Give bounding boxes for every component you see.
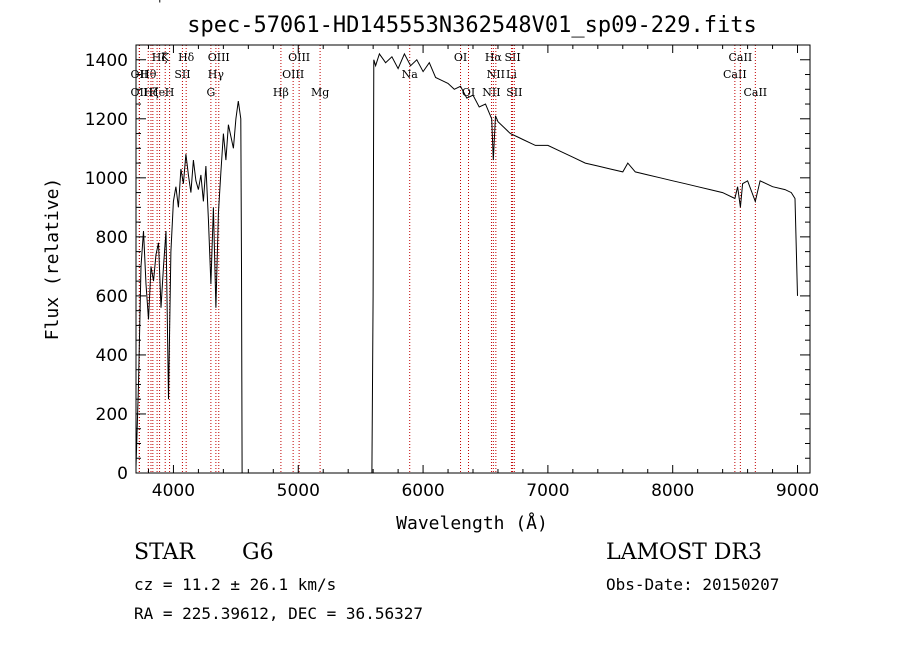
line-label-3: Hζ [152, 51, 168, 64]
x-axis-label: Wavelength (Å) [396, 512, 548, 534]
line-label-13: OIII [288, 51, 310, 64]
y-axis-label: Flux (relative) [42, 178, 63, 341]
x-tick-label-4: 8000 [651, 481, 694, 501]
x-tick-label-2: 6000 [401, 481, 444, 501]
y-tick-label-5: 1000 [85, 169, 128, 189]
x-tick-label-1: 5000 [277, 481, 320, 501]
line-label-24: CaII [723, 68, 747, 81]
line-label-2: He [149, 86, 165, 99]
line-label-19: Hα [485, 51, 503, 64]
subclass: G6 [242, 540, 274, 565]
line-label-14: Mg [311, 86, 329, 99]
spectrum-segment-0-1 [371, 52, 798, 474]
line-label-9: Hγ [208, 68, 225, 81]
line-label-15: Na [402, 68, 419, 81]
spectrum-series [135, 52, 798, 474]
line-label-1: Hη [145, 0, 161, 3]
line-label-28: OII [131, 86, 149, 99]
line-label-25: CaII [729, 51, 753, 64]
line-label-12: OIII [282, 68, 304, 81]
line-label-26: CaII [743, 86, 767, 99]
y-axis: 0 200 400 600 800 1000 1200 1400 [85, 44, 810, 484]
y-tick-label-6: 1200 [85, 110, 128, 130]
redshift: cz = 11.2 ± 26.1 km/s [134, 575, 337, 594]
object-type: STAR [134, 540, 195, 565]
survey-label: LAMOST DR3 [606, 540, 762, 565]
spectrum-segment-0-0 [135, 101, 243, 474]
y-tick-label-0: 0 [117, 464, 128, 484]
line-label-22: SII [504, 51, 520, 64]
line-label-6: Hδ [178, 51, 195, 64]
line-label-10: OIII [208, 51, 230, 64]
x-tick-label-5: 9000 [776, 481, 819, 501]
x-tick-label-3: 7000 [526, 481, 569, 501]
line-label-18: NII [482, 86, 500, 99]
y-tick-label-2: 400 [96, 346, 128, 366]
line-label-29: Hζ [143, 86, 159, 99]
line-label-4: K [161, 51, 170, 64]
coordinates: RA = 225.39612, DEC = 36.56327 [134, 604, 423, 623]
line-label-0: Hθ [140, 68, 157, 81]
line-label-23: SII [506, 86, 522, 99]
obs-date: Obs-Date: 20150207 [606, 575, 780, 594]
line-label-7: SII [174, 68, 190, 81]
line-label-21: Li [506, 68, 517, 81]
line-label-20: NII [487, 68, 505, 81]
x-axis: 4000 5000 6000 7000 8000 9000 [147, 45, 819, 501]
y-tick-label-4: 800 [96, 228, 128, 248]
spectral-line-markers: HθHηHeHζKHHδSIIGHγOIIIHβOIIIOIIIMgNaOIOI… [131, 0, 767, 473]
y-tick-label-3: 600 [96, 287, 128, 307]
line-label-5: H [165, 86, 175, 99]
chart-title: spec-57061-HD145553N362548V01_sp09-229.f… [187, 13, 757, 38]
x-tick-label-0: 4000 [152, 481, 195, 501]
line-label-8: G [206, 86, 215, 99]
line-label-11: Hβ [273, 86, 289, 99]
y-tick-label-1: 200 [96, 405, 128, 425]
line-label-16: OI [454, 51, 467, 64]
y-tick-label-7: 1400 [85, 51, 128, 71]
